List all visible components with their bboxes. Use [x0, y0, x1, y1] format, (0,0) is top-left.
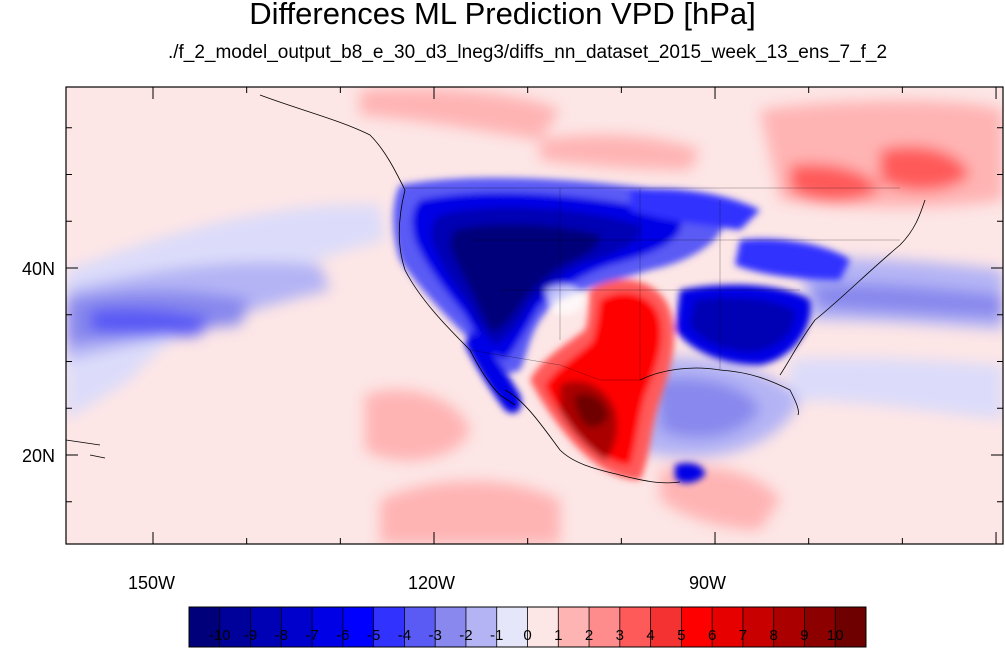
colorbar-label: 3 [615, 627, 624, 644]
colorbar-label: 8 [769, 627, 778, 644]
colorbar-label: 0 [523, 627, 532, 644]
colorbar-label: -6 [336, 627, 350, 644]
colorbar-label: -1 [490, 627, 504, 644]
colorbar-label: -8 [274, 627, 288, 644]
axis-ticks [66, 87, 1003, 544]
map-field [66, 87, 1003, 544]
colorbar-label: 4 [646, 627, 655, 644]
colorbar-label: 5 [677, 627, 686, 644]
map-title: Differences ML Prediction VPD [hPa] [249, 0, 756, 31]
lat-label-40n: 40N [22, 259, 56, 279]
colorbar-label: -4 [397, 627, 412, 644]
borders [405, 187, 900, 381]
colorbar-label: -3 [428, 627, 442, 644]
lon-label-120w: 120W [408, 573, 456, 593]
vpd-difference-map [65, 86, 1004, 545]
colorbar-label: 2 [584, 627, 594, 644]
lon-label-90w: 90W [689, 573, 727, 593]
colorbar-label: -2 [459, 627, 473, 644]
map-subtitle: ./f_2_model_output_b8_e_30_d3_lneg3/diff… [167, 42, 888, 63]
colorbar-label: -10 [208, 627, 231, 644]
colorbar-label: -7 [305, 627, 319, 644]
colorbar-label: 1 [554, 627, 563, 644]
colorbar-label: 10 [826, 627, 844, 644]
colorbar-label: 6 [707, 627, 717, 644]
colorbar-label: 9 [800, 627, 809, 644]
colorbar-label: -9 [243, 627, 258, 644]
lat-label-20n: 20N [22, 446, 56, 466]
coastline [66, 94, 926, 484]
colorbar-label: -5 [366, 627, 381, 644]
colorbar-label: 7 [738, 627, 748, 644]
lon-label-150w: 150W [128, 573, 176, 593]
